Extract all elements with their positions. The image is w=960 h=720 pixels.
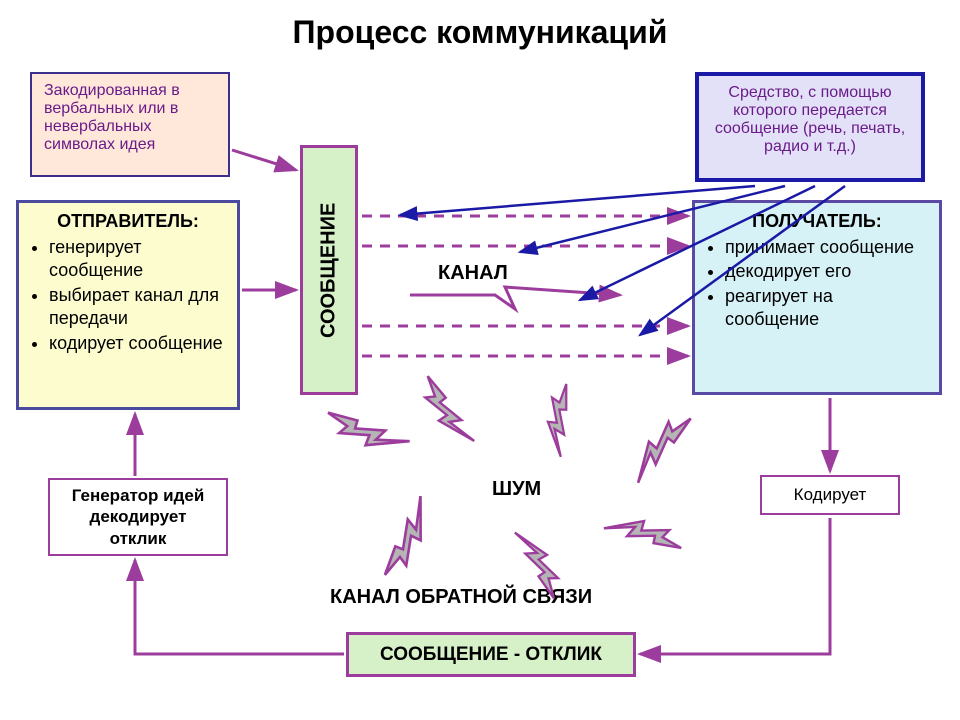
label-channel: КАНАЛ (438, 262, 508, 285)
node-encodes: Кодирует (760, 475, 900, 515)
medium-text: Средство, с помощью которого передается … (715, 84, 905, 155)
generator-text: Генератор идей декодирует отклик (62, 485, 214, 549)
response-text: СООБЩЕНИЕ - ОТКЛИК (380, 643, 602, 667)
sender-list-item: генерирует сообщение (49, 236, 225, 283)
sender-title: ОТПРАВИТЕЛЬ: (31, 211, 225, 232)
node-message: СООБЩЕНИЕ (300, 145, 358, 395)
node-sender: ОТПРАВИТЕЛЬ: генерирует сообщениевыбирае… (16, 200, 240, 410)
receiver-title: ПОЛУЧАТЕЛЬ: (707, 211, 927, 232)
label-noise: ШУМ (492, 478, 541, 501)
encodes-text: Кодирует (794, 484, 867, 505)
node-response: СООБЩЕНИЕ - ОТКЛИК (346, 632, 636, 677)
node-receiver: ПОЛУЧАТЕЛЬ: принимает сообщениедекодируе… (692, 200, 942, 395)
label-feedback: КАНАЛ ОБРАТНОЙ СВЯЗИ (330, 586, 592, 609)
sender-list: генерирует сообщениевыбирает канал для п… (31, 236, 225, 355)
node-generator: Генератор идей декодирует отклик (48, 478, 228, 556)
sender-list-item: выбирает канал для передачи (49, 284, 225, 331)
message-text: СООБЩЕНИЕ (318, 202, 341, 337)
diagram-title: Процесс коммуникаций (0, 14, 960, 51)
receiver-list-item: принимает сообщение (725, 236, 927, 259)
receiver-list-item: реагирует на сообщение (725, 285, 927, 332)
receiver-list: принимает сообщениедекодирует егореагиру… (707, 236, 927, 332)
sender-list-item: кодирует сообщение (49, 332, 225, 355)
node-medium: Средство, с помощью которого передается … (695, 72, 925, 182)
receiver-list-item: декодирует его (725, 260, 927, 283)
node-encoded-text: Закодированная в вербальных или в неверб… (44, 82, 180, 153)
node-encoded-idea: Закодированная в вербальных или в неверб… (30, 72, 230, 177)
